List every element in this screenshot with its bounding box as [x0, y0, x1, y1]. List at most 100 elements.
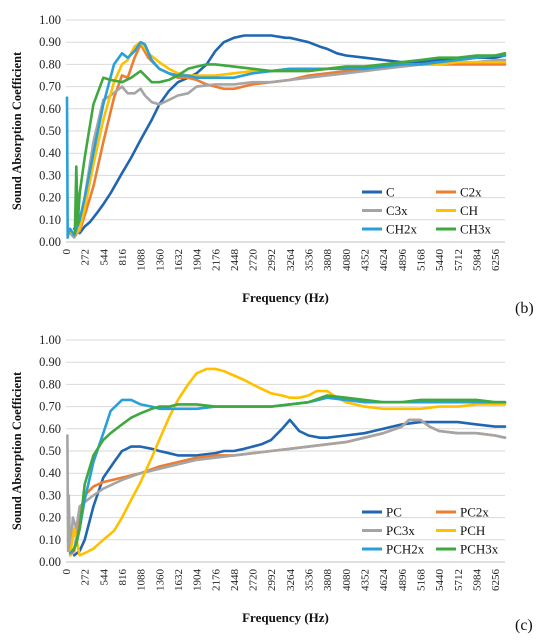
- series-line-pch: [68, 367, 507, 557]
- y-tick-label: 0.70: [39, 400, 61, 414]
- y-tick-label: 0.20: [39, 511, 61, 525]
- x-tick-label: 2448: [229, 248, 241, 271]
- y-tick-label: 0.90: [39, 35, 61, 49]
- x-tick-label: 5168: [415, 249, 427, 272]
- y-tick-label: 0.60: [39, 422, 61, 436]
- x-tick-label: 4896: [397, 569, 409, 592]
- x-tick-label: 2720: [248, 249, 260, 272]
- x-tick-label: 4352: [360, 569, 372, 591]
- x-tick-label: 4624: [378, 569, 390, 592]
- series-line-pc3x: [66, 418, 507, 553]
- x-tick-label: 1904: [192, 249, 204, 272]
- y-tick-label: 0.80: [39, 377, 61, 391]
- x-tick-label: 4352: [360, 249, 372, 271]
- x-tick-label: 544: [98, 569, 110, 586]
- legend-label: C: [386, 185, 395, 200]
- legend-label: C3x: [386, 203, 408, 218]
- series-line-c: [72, 34, 507, 235]
- y-tick-label: 0.50: [39, 444, 61, 458]
- series-line-pc2x: [68, 418, 507, 557]
- x-tick-label: 3808: [322, 249, 334, 272]
- x-tick-label: 5712: [453, 249, 465, 271]
- y-tick-label: 0.40: [39, 146, 61, 160]
- chart-panel-b: 0.00 0.10 0.20 0.30 0.40 0.50 0.60 0.70 0.80 0.90…: [10, 13, 507, 305]
- x-tick-label: 2992: [266, 569, 278, 591]
- x-axis-title: Frequency (Hz): [242, 290, 329, 305]
- y-tick-label: 0.40: [39, 466, 61, 480]
- x-tick-label: 544: [98, 249, 110, 266]
- x-tick-label: 2448: [229, 569, 241, 592]
- y-tick-label: 0.10: [39, 213, 61, 227]
- x-tick-label: 3264: [285, 249, 297, 272]
- legend-label: PCH: [460, 523, 485, 538]
- x-tick-label: 1088: [136, 569, 148, 592]
- x-tick-label: 1088: [136, 249, 148, 272]
- x-tick-label: 2176: [210, 569, 222, 592]
- legend-label: CH2x: [386, 222, 418, 237]
- y-tick-label: 0.30: [39, 488, 61, 502]
- y-tick-label: 1.00: [39, 333, 61, 347]
- x-tick-label: 4896: [397, 249, 409, 272]
- x-tick-label: 6256: [490, 569, 502, 592]
- y-tick-label: 1.00: [39, 13, 61, 27]
- x-tick-label: 0: [61, 569, 73, 575]
- x-axis-title: Frequency (Hz): [242, 610, 329, 625]
- x-tick-label: 2992: [266, 249, 278, 271]
- legend-label: PC3x: [386, 523, 415, 538]
- legend-label: CH: [460, 203, 478, 218]
- legend-label: PCH3x: [460, 542, 499, 557]
- y-tick-label: 0.50: [39, 124, 61, 138]
- y-tick-label: 0.80: [39, 57, 61, 71]
- series-line-pc: [72, 418, 507, 557]
- x-tick-label: 272: [80, 569, 92, 586]
- legend-label: PC: [386, 505, 402, 520]
- x-tick-label: 4080: [341, 249, 353, 272]
- y-tick-label: 0.60: [39, 102, 61, 116]
- series-line-ch3x: [73, 51, 507, 235]
- x-tick-label: 1904: [192, 569, 204, 592]
- legend-label: PC2x: [460, 505, 489, 520]
- x-tick-label: 816: [117, 249, 129, 266]
- series-line-c2x: [68, 43, 507, 237]
- x-tick-label: 816: [117, 569, 129, 586]
- y-axis-title: Sound Absorption Coefficient: [10, 371, 24, 530]
- y-tick-label: 0.70: [39, 80, 61, 94]
- chart-panel-c: 0.00 0.10 0.20 0.30 0.40 0.50 0.60 0.70 0.80 0.90…: [10, 333, 507, 625]
- x-tick-label: 3264: [285, 569, 297, 592]
- x-tick-label: 4624: [378, 249, 390, 272]
- x-tick-label: 1360: [154, 249, 166, 272]
- x-tick-label: 4080: [341, 569, 353, 592]
- series-line-c3x: [68, 58, 507, 239]
- x-tick-label: 0: [61, 249, 73, 255]
- x-tick-label: 1632: [173, 249, 185, 271]
- x-tick-label: 5168: [415, 569, 427, 592]
- y-tick-label: 0.90: [39, 355, 61, 369]
- legend-label: CH3x: [460, 222, 492, 237]
- x-tick-label: 1632: [173, 569, 185, 591]
- panel-label-b: (b): [515, 300, 534, 317]
- y-tick-label: 0.10: [39, 533, 61, 547]
- series-line-ch2x: [65, 40, 507, 239]
- y-tick-label: 0.30: [39, 168, 61, 182]
- x-tick-label: 5984: [471, 249, 483, 272]
- x-tick-label: 3808: [322, 569, 334, 592]
- x-tick-label: 3536: [304, 249, 316, 272]
- y-axis-title: Sound Absorption Coefficient: [10, 51, 24, 210]
- y-tick-label: 0.00: [39, 235, 61, 249]
- panel-label-c: (c): [515, 617, 533, 634]
- x-tick-label: 6256: [490, 249, 502, 272]
- x-tick-label: 5440: [434, 249, 446, 272]
- series-line-pch3x: [71, 394, 507, 553]
- x-tick-label: 2720: [248, 569, 260, 592]
- legend-label: C2x: [460, 185, 482, 200]
- y-tick-label: 0.20: [39, 191, 61, 205]
- x-tick-label: 5712: [453, 569, 465, 591]
- x-tick-label: 3536: [304, 569, 316, 592]
- x-tick-label: 2176: [210, 249, 222, 272]
- x-tick-label: 1360: [154, 569, 166, 592]
- x-tick-label: 5440: [434, 569, 446, 592]
- legend-label: PCH2x: [386, 542, 425, 557]
- x-tick-label: 272: [80, 249, 92, 266]
- y-tick-label: 0.00: [39, 555, 61, 569]
